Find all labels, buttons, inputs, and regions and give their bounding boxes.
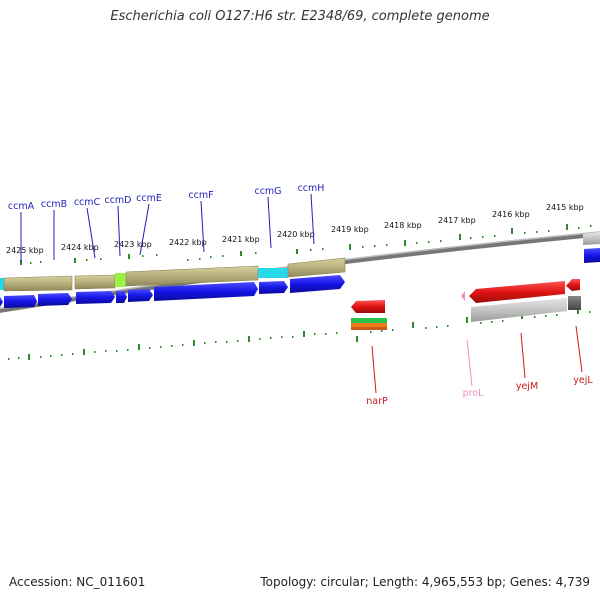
cds-arrow <box>116 291 127 303</box>
gene-label-ccmC: ccmC <box>74 197 101 208</box>
gene-block <box>583 232 600 245</box>
kbp-labels: 2425 kbp 2424 kbp 2423 kbp 2422 kbp 2421… <box>6 203 584 255</box>
trna-arrow <box>461 291 465 301</box>
gene-label-ccmA: ccmA <box>8 201 35 212</box>
kbp-label: 2417 kbp <box>438 216 476 225</box>
cds-arrow <box>154 282 258 301</box>
topology-label: Topology: circular; Length: 4,965,553 bp… <box>260 575 590 589</box>
feature-block <box>351 318 387 323</box>
top-gene-labels: ccmA ccmB ccmC ccmD ccmE ccmF ccmG ccmH <box>8 183 325 262</box>
cds-arrow <box>259 281 288 294</box>
upper-scale <box>20 224 592 265</box>
kbp-label: 2422 kbp <box>169 238 207 247</box>
cds-arrow <box>469 281 565 303</box>
cds-arrow <box>351 300 385 313</box>
gene-label-ccmH: ccmH <box>298 183 325 194</box>
gene-block-track <box>0 257 346 292</box>
kbp-label: 2415 kbp <box>546 203 584 212</box>
gene-label-ccmF: ccmF <box>188 190 213 201</box>
kbp-label: 2421 kbp <box>222 235 260 244</box>
feature-block <box>351 323 387 327</box>
gene-block <box>471 298 567 322</box>
gene-label-ccmE: ccmE <box>136 193 162 204</box>
cds-arrow <box>76 291 115 304</box>
forward-cds-track[interactable] <box>0 232 600 308</box>
cds-arrow <box>4 295 37 308</box>
kbp-label: 2424 kbp <box>61 243 99 252</box>
kbp-label: 2416 kbp <box>492 210 530 219</box>
kbp-label: 2420 kbp <box>277 230 315 239</box>
cds-arrow <box>584 248 600 263</box>
page-title: Escherichia coli O127:H6 str. E2348/69, … <box>110 9 490 24</box>
gene-label-narP: narP <box>366 396 388 407</box>
cds-arrow <box>566 279 580 291</box>
bottom-gene-labels: narP proL yejM yejL <box>366 325 593 407</box>
gene-label-ccmG: ccmG <box>254 186 281 197</box>
kbp-label: 2425 kbp <box>6 246 44 255</box>
gene-label-ccmB: ccmB <box>41 199 67 210</box>
gene-label-ccmD: ccmD <box>104 195 131 206</box>
cds-arrow <box>290 275 345 293</box>
kbp-label: 2419 kbp <box>331 225 369 234</box>
gene-label-yejL: yejL <box>573 375 593 386</box>
kbp-label: 2423 kbp <box>114 240 152 249</box>
reverse-cds-track[interactable] <box>351 279 581 330</box>
kbp-label: 2418 kbp <box>384 221 422 230</box>
gene-block <box>568 296 581 310</box>
cds-arrow <box>38 293 72 306</box>
accession-label: Accession: NC_011601 <box>9 575 146 589</box>
cds-arrow <box>0 297 3 307</box>
gene-label-proL: proL <box>463 388 485 399</box>
gene-label-yejM: yejM <box>516 381 538 392</box>
cds-arrow <box>128 289 153 302</box>
